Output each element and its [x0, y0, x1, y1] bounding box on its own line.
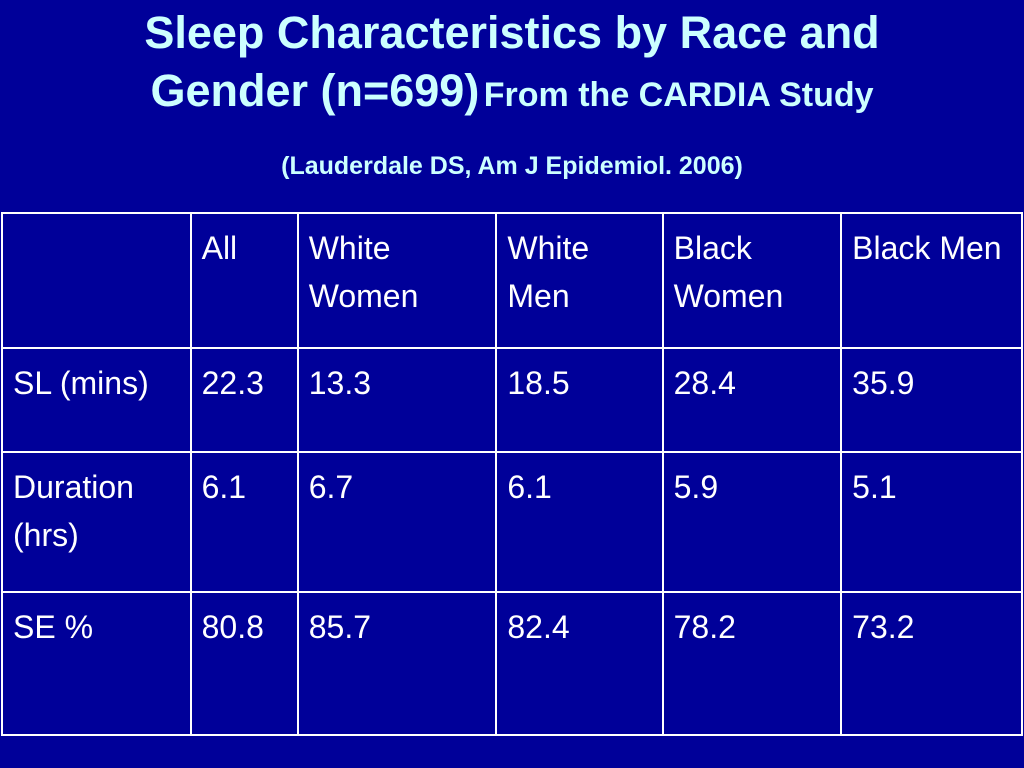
table-cell: 80.8 [189, 591, 299, 736]
table-header-row: All White Women White Men Black Women Bl… [1, 212, 1023, 349]
table-cell: 22.3 [189, 347, 299, 453]
table-row: SE % 80.8 85.7 82.4 78.2 73.2 [1, 591, 1023, 736]
table-row: Duration (hrs) 6.1 6.7 6.1 5.9 5.1 [1, 451, 1023, 593]
header-cell-white-men: White Men [495, 212, 664, 349]
table-cell: 6.1 [189, 451, 299, 593]
table-cell: 5.1 [840, 451, 1023, 593]
table-cell: 35.9 [840, 347, 1023, 453]
sleep-characteristics-table: All White Women White Men Black Women Bl… [1, 212, 1023, 736]
table-row: SL (mins) 22.3 13.3 18.5 28.4 35.9 [1, 347, 1023, 453]
table-cell: 6.1 [495, 451, 664, 593]
table-cell: 85.7 [296, 591, 498, 736]
table-cell: 6.7 [296, 451, 498, 593]
citation: (Lauderdale DS, Am J Epidemiol. 2006) [281, 152, 743, 180]
header-cell-black-men: Black Men [840, 212, 1023, 349]
title-main: Gender (n=699) [150, 65, 480, 116]
title-subtitle: From the CARDIA Study [483, 76, 874, 114]
table-cell: 82.4 [495, 591, 664, 736]
table-cell: 18.5 [495, 347, 664, 453]
header-cell-all: All [189, 212, 299, 349]
title-line-1: Sleep Characteristics by Race and [144, 7, 880, 58]
header-cell-empty [1, 212, 192, 349]
header-cell-white-women: White Women [296, 212, 498, 349]
table-cell: 78.2 [661, 591, 843, 736]
row-label: SE % [1, 591, 192, 736]
header-cell-black-women: Black Women [661, 212, 843, 349]
slide-title: Sleep Characteristics by Race and Gender… [0, 4, 1024, 181]
table-cell: 28.4 [661, 347, 843, 453]
table-cell: 73.2 [840, 591, 1023, 736]
table-cell: 13.3 [296, 347, 498, 453]
row-label: Duration (hrs) [1, 451, 192, 593]
table-cell: 5.9 [661, 451, 843, 593]
title-line-2: Gender (n=699) From the CARDIA Study [0, 62, 1024, 131]
row-label: SL (mins) [1, 347, 192, 453]
